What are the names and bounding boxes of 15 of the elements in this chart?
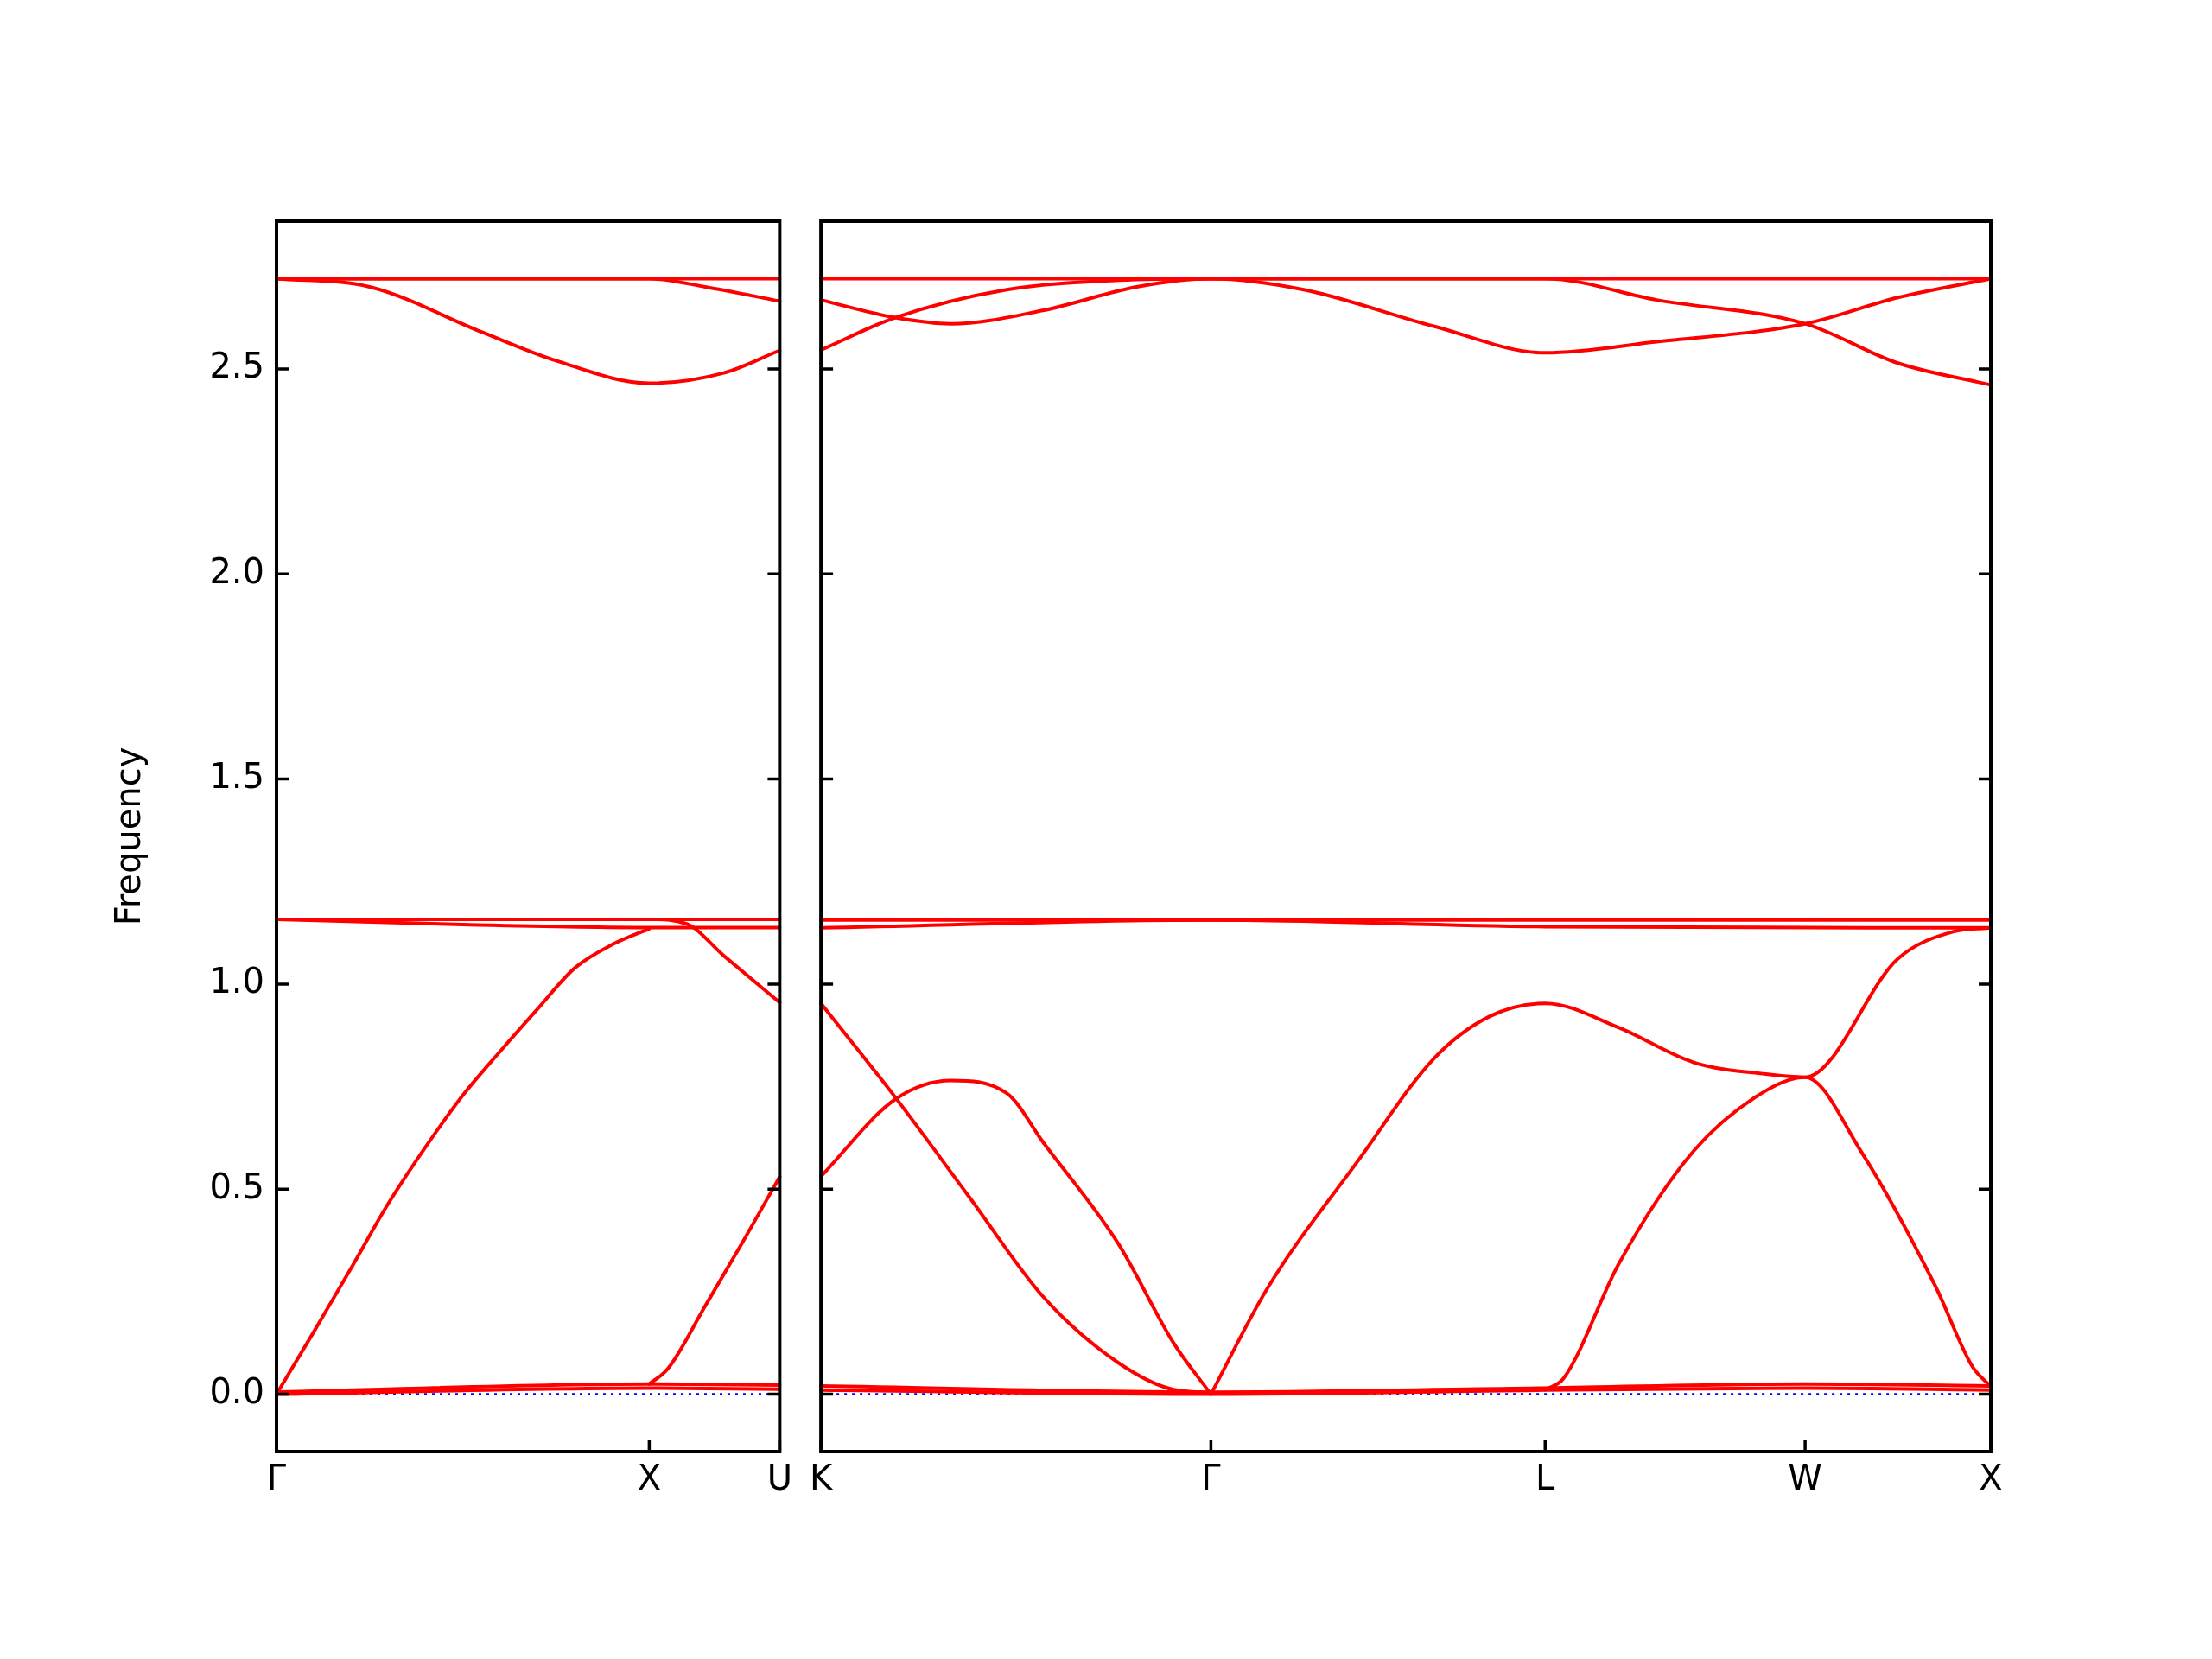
y-tick-label: 1.0 (209, 961, 264, 1001)
y-tick-label: 1.5 (209, 755, 264, 796)
y-tick-label: 0.0 (209, 1370, 264, 1411)
y-tick-label: 2.0 (209, 550, 264, 591)
y-axis-title: Frequency (108, 747, 149, 926)
x-tick-label: K (810, 1458, 834, 1498)
x-tick-label: X (1979, 1458, 2003, 1498)
x-tick-label: X (637, 1458, 662, 1498)
x-tick-label: L (1535, 1458, 1556, 1498)
x-tick-label: Γ (1201, 1458, 1222, 1498)
x-tick-label: W (1788, 1458, 1822, 1498)
y-tick-label: 2.5 (209, 346, 264, 386)
y-tick-label: 0.5 (209, 1166, 264, 1206)
x-tick-label: Γ (266, 1458, 287, 1498)
x-tick-label: U (766, 1458, 792, 1498)
